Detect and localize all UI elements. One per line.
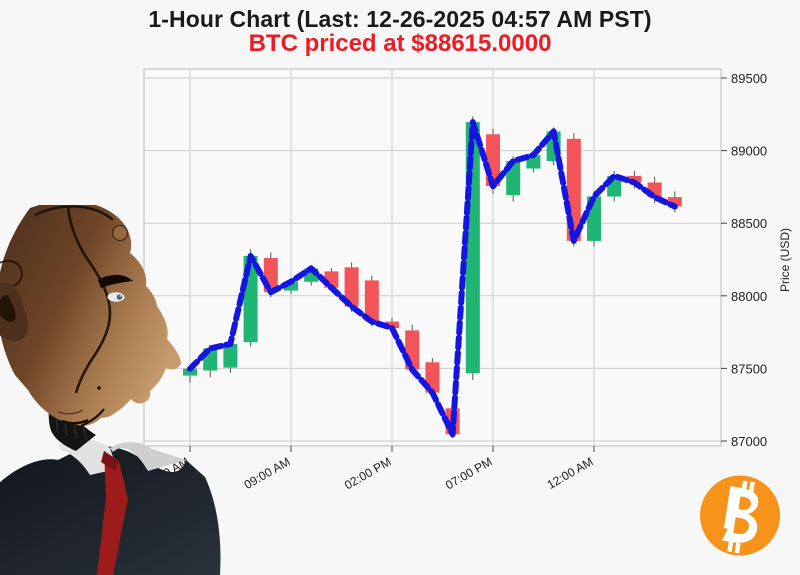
svg-text:09:00 AM: 09:00 AM (242, 454, 293, 491)
svg-text:Price (USD): Price (USD) (778, 228, 792, 292)
svg-text:87000: 87000 (731, 434, 767, 449)
svg-text:87500: 87500 (731, 361, 767, 376)
svg-text:89000: 89000 (731, 144, 767, 159)
svg-text:07:00 PM: 07:00 PM (443, 454, 494, 492)
svg-text:02:00 PM: 02:00 PM (342, 454, 393, 492)
svg-text:12:00 AM: 12:00 AM (545, 454, 596, 491)
svg-text:89500: 89500 (731, 71, 767, 86)
svg-text:88500: 88500 (731, 216, 767, 231)
svg-text:88000: 88000 (731, 289, 767, 304)
